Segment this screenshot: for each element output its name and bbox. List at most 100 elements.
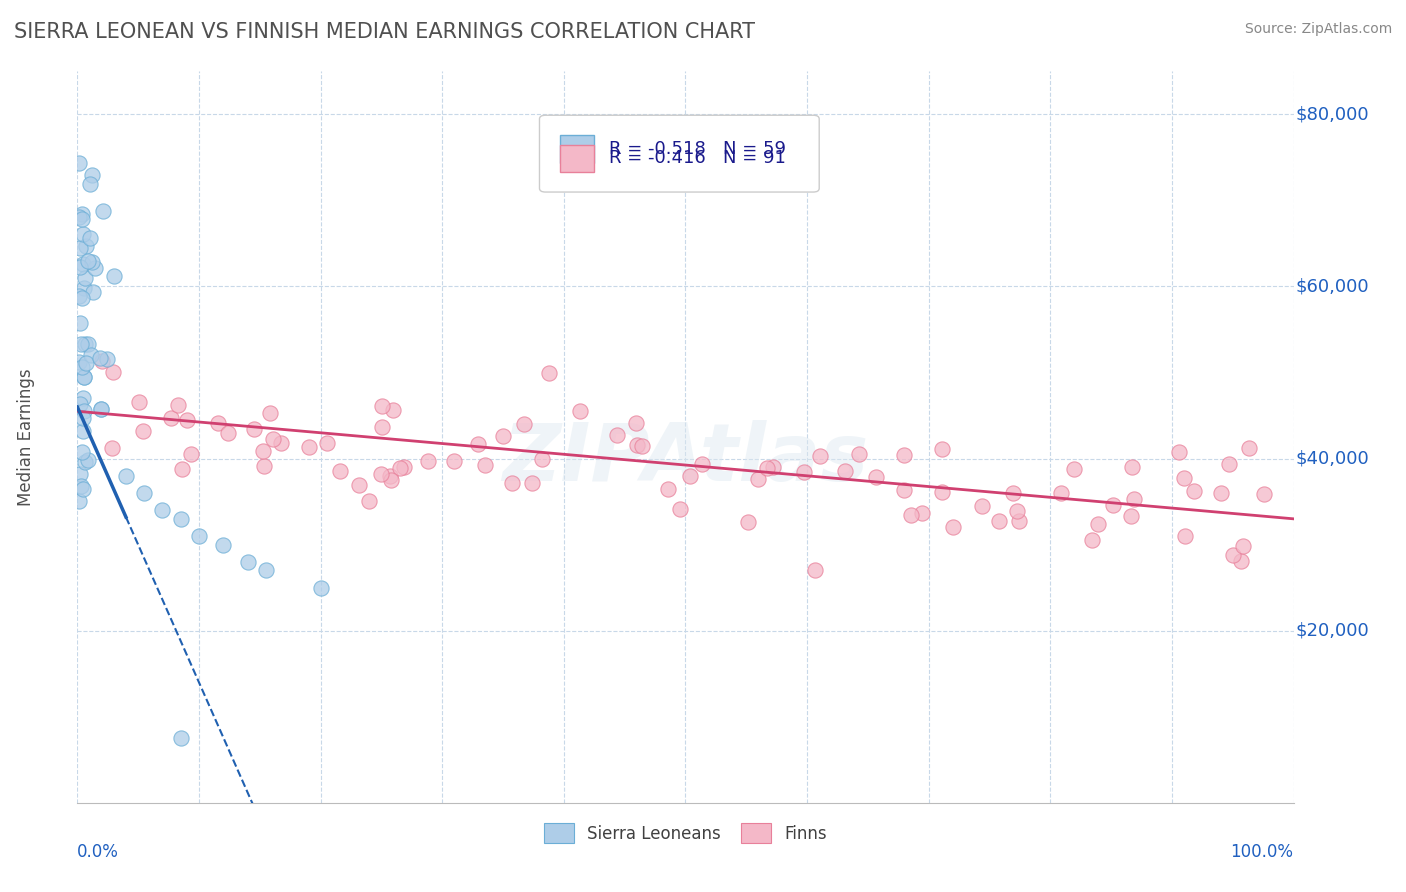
Point: [79, 178, 101, 192]
Text: 0.0%: 0.0%: [77, 843, 120, 861]
Point: [217, 425, 239, 440]
Point: [75, 239, 97, 253]
Point: [931, 442, 953, 457]
Point: [134, 486, 156, 500]
Point: [67, 156, 90, 170]
Point: [80, 254, 103, 268]
Point: [69, 316, 91, 330]
Point: [69, 478, 91, 492]
Point: [1119, 509, 1142, 524]
Point: [70, 211, 93, 226]
Point: [70, 359, 93, 374]
Point: [755, 461, 778, 475]
Text: $60,000: $60,000: [1296, 277, 1369, 295]
Point: [606, 428, 628, 442]
Point: [1008, 514, 1031, 528]
Point: [207, 417, 229, 431]
Point: [315, 435, 337, 450]
Point: [115, 468, 138, 483]
Point: [380, 474, 402, 488]
Point: [270, 435, 292, 450]
Point: [70, 337, 93, 351]
Point: [1122, 491, 1144, 506]
Text: $20,000: $20,000: [1296, 622, 1369, 640]
Point: [893, 448, 915, 462]
Point: [1222, 549, 1244, 563]
Point: [804, 564, 827, 578]
Point: [73, 404, 96, 418]
Text: $80,000: $80,000: [1296, 105, 1369, 123]
Point: [357, 493, 380, 508]
Point: [101, 366, 124, 380]
Point: [893, 483, 915, 497]
Point: [931, 484, 953, 499]
Point: [76, 253, 98, 268]
Point: [382, 403, 405, 417]
Point: [692, 458, 714, 472]
Point: [82, 285, 104, 299]
Point: [70, 207, 93, 221]
Point: [188, 529, 211, 543]
Point: [1232, 539, 1254, 553]
Point: [378, 469, 401, 483]
Point: [418, 453, 440, 467]
Text: 100.0%: 100.0%: [1230, 843, 1294, 861]
Point: [252, 444, 274, 458]
Point: [152, 503, 174, 517]
Point: [942, 519, 965, 533]
Point: [747, 472, 769, 486]
Point: [75, 356, 97, 370]
Point: [69, 397, 91, 411]
Point: [80, 169, 103, 183]
Point: [72, 424, 94, 438]
Point: [467, 436, 489, 450]
Point: [848, 447, 870, 461]
Point: [1063, 462, 1085, 476]
Point: [103, 268, 125, 283]
Point: [309, 581, 332, 595]
Point: [1005, 503, 1028, 517]
Point: [501, 475, 523, 490]
Point: [101, 442, 124, 456]
Point: [73, 271, 96, 285]
Point: [669, 502, 692, 516]
Point: [259, 406, 281, 420]
Point: [389, 460, 412, 475]
Point: [626, 438, 648, 452]
Point: [67, 355, 90, 369]
Point: [737, 515, 759, 529]
Point: [1174, 529, 1197, 543]
Point: [254, 564, 277, 578]
Point: [67, 210, 90, 224]
Point: [132, 425, 155, 439]
Point: [1168, 444, 1191, 458]
Point: [443, 454, 465, 468]
Point: [70, 444, 93, 458]
Point: [90, 401, 112, 416]
Point: [347, 477, 370, 491]
Text: ZIPAtlas: ZIPAtlas: [502, 420, 869, 498]
Point: [170, 512, 193, 526]
Point: [73, 369, 96, 384]
Point: [530, 451, 553, 466]
Point: [834, 464, 856, 478]
Point: [128, 394, 150, 409]
FancyBboxPatch shape: [560, 135, 595, 163]
Point: [1121, 460, 1143, 475]
Point: [520, 476, 543, 491]
Point: [75, 455, 97, 469]
Point: [679, 469, 702, 483]
Point: [1001, 486, 1024, 500]
Point: [793, 465, 815, 479]
Point: [69, 467, 91, 481]
Point: [159, 411, 181, 425]
Point: [1087, 517, 1109, 532]
Point: [93, 204, 115, 219]
Point: [328, 465, 350, 479]
Point: [631, 439, 654, 453]
Point: [176, 413, 198, 427]
Point: [1218, 457, 1240, 471]
Point: [180, 447, 202, 461]
Point: [84, 261, 107, 276]
Point: [1230, 554, 1253, 568]
